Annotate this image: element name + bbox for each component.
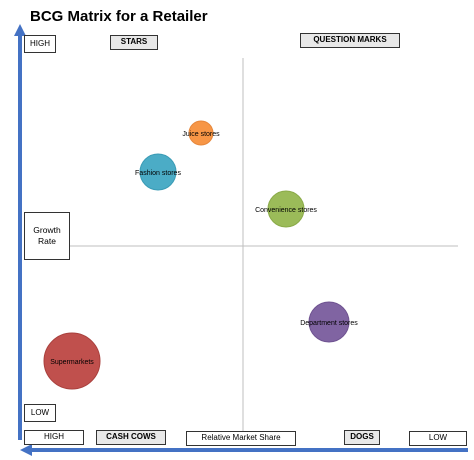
bubble-convenience-stores: Convenience stores <box>255 190 317 228</box>
y-axis-high-label: HIGH <box>24 35 56 53</box>
chart-title: BCG Matrix for a Retailer <box>30 8 208 25</box>
bubble-label: Convenience stores <box>255 207 317 214</box>
y-axis-low-label: LOW <box>24 404 56 422</box>
bubble-circle <box>43 332 101 390</box>
bubble-label: Fashion stores <box>135 170 181 177</box>
quadrant-label-dogs: DOGS <box>344 430 380 445</box>
y-axis-title-text: Growth Rate <box>33 224 61 246</box>
x-axis-high-label: HIGH <box>24 430 84 445</box>
quadrant-label-cash-cows: CASH COWS <box>96 430 166 445</box>
bubble-circle <box>188 120 214 146</box>
x-axis-low-label: LOW <box>409 431 467 446</box>
bubble-label: Juice stores <box>182 131 220 138</box>
quadrant-label-question-marks: QUESTION MARKS <box>300 33 400 48</box>
bubble-juice-stores: Juice stores <box>182 120 220 146</box>
bubble-circle <box>267 190 305 228</box>
bubble-label: Department stores <box>300 320 358 327</box>
bubble-circle <box>308 301 350 343</box>
growth-rate-axis-arrowhead <box>14 24 26 36</box>
quadrant-label-stars: STARS <box>110 35 158 50</box>
bubble-circle <box>139 153 177 191</box>
x-axis-title: Relative Market Share <box>186 431 296 446</box>
bubble-label: Supermarkets <box>50 359 94 366</box>
market-share-axis-arrowhead <box>20 444 32 456</box>
bubble-supermarkets: Supermarkets <box>43 332 101 390</box>
bubble-fashion-stores: Fashion stores <box>135 153 181 191</box>
y-axis-title: Growth Rate <box>24 212 70 260</box>
bubble-department-stores: Department stores <box>300 301 358 343</box>
